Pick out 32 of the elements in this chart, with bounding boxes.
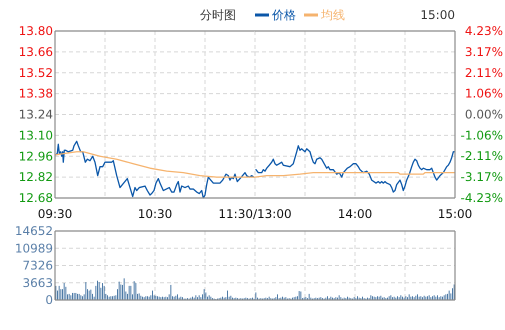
y-tick-label: 12.96 [18, 149, 53, 164]
chart-title: 分时图 [200, 8, 236, 22]
y-tick-label: 13.10 [18, 128, 53, 142]
y-tick-label: 13.38 [18, 86, 53, 101]
y-tick-label: 13.66 [18, 44, 53, 59]
x-tick-label: 10:30 [138, 207, 172, 221]
y-tick-label: 7326 [22, 258, 53, 272]
text: -3.17% [460, 170, 503, 184]
y-tick-label: 3663 [22, 276, 53, 290]
y-tick-label: 12.82 [18, 170, 53, 184]
legend-label: 价格 [271, 8, 296, 22]
y-tick-label: 13.24 [18, 108, 53, 122]
text: 15:00 [420, 8, 455, 22]
x-tick-label: 15:00 [438, 207, 472, 221]
text: 4.23% [464, 24, 503, 38]
text: 3.17% [464, 44, 503, 59]
text: -2.11% [460, 149, 503, 164]
legend-label: 均线 [320, 8, 345, 22]
x-tick-label: 14:00 [338, 207, 372, 221]
text: 0.00% [464, 108, 503, 122]
text: -1.06% [460, 128, 503, 142]
text: 1.06% [464, 86, 503, 101]
x-tick-label: 09:30 [38, 207, 72, 221]
text: 2.11% [464, 66, 503, 80]
y-tick-label: 13.52 [18, 66, 53, 80]
y-tick-label: 14652 [14, 224, 53, 238]
text: -4.23% [460, 191, 503, 205]
y-tick-label: 0 [45, 293, 53, 307]
x-tick-label: 11:30/13:00 [218, 207, 292, 221]
y-tick-label: 10989 [14, 241, 53, 256]
y-tick-label: 12.68 [18, 191, 53, 205]
y-tick-label: 13.80 [18, 24, 53, 38]
